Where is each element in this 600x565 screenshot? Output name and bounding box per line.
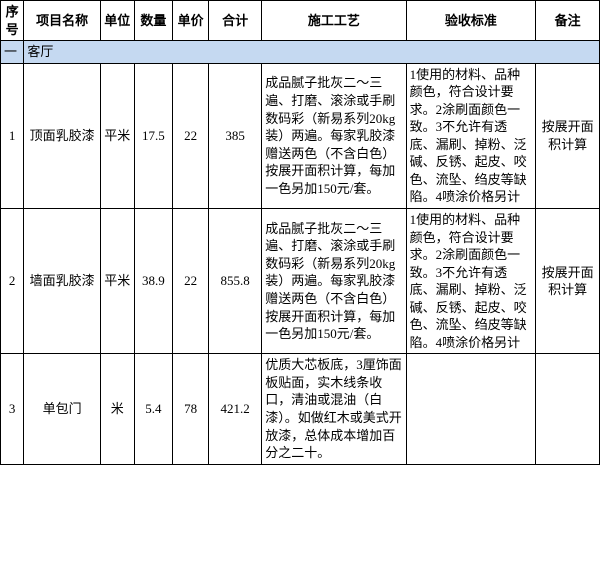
spec-table-container: 序号 项目名称 单位 数量 单价 合计 施工工艺 验收标准 备注 一 客厅 1 …: [0, 0, 600, 565]
cell-std: 1使用的材料、品种颜色，符合设计要求。2涂刷面颜色一致。3不允许有透底、漏刷、掉…: [406, 209, 536, 354]
cell-note: 按展开面积计算: [536, 63, 600, 208]
cell-proc: 成品腻子批灰二～三遍、打磨、滚涂或手刷数码彩（新易系列20kg装）两遍。每家乳胶…: [262, 63, 406, 208]
section-seq: 一: [1, 41, 24, 64]
cell-qty: 17.5: [134, 63, 172, 208]
cell-note: [536, 354, 600, 464]
cell-unit: 平米: [100, 209, 134, 354]
cell-seq: 1: [1, 63, 24, 208]
cell-proc: 优质大芯板底，3厘饰面板贴面，实木线条收口，清油或混油（白漆）。如做红木或美式开…: [262, 354, 406, 464]
table-row: 2 墙面乳胶漆 平米 38.9 22 855.8 成品腻子批灰二～三遍、打磨、滚…: [1, 209, 600, 354]
cell-seq: 2: [1, 209, 24, 354]
cell-item: 墙面乳胶漆: [24, 209, 100, 354]
spec-table: 序号 项目名称 单位 数量 单价 合计 施工工艺 验收标准 备注 一 客厅 1 …: [0, 0, 600, 465]
col-note: 备注: [536, 1, 600, 41]
col-price: 单价: [173, 1, 209, 41]
col-item: 项目名称: [24, 1, 100, 41]
col-qty: 数量: [134, 1, 172, 41]
col-seq: 序号: [1, 1, 24, 41]
section-name: 客厅: [24, 41, 600, 64]
table-row: 3 单包门 米 5.4 78 421.2 优质大芯板底，3厘饰面板贴面，实木线条…: [1, 354, 600, 464]
col-std: 验收标准: [406, 1, 536, 41]
table-row: 1 顶面乳胶漆 平米 17.5 22 385 成品腻子批灰二～三遍、打磨、滚涂或…: [1, 63, 600, 208]
cell-note: 按展开面积计算: [536, 209, 600, 354]
cell-std: 1使用的材料、品种颜色，符合设计要求。2涂刷面颜色一致。3不允许有透底、漏刷、掉…: [406, 63, 536, 208]
col-total: 合计: [209, 1, 262, 41]
table-body: 一 客厅 1 顶面乳胶漆 平米 17.5 22 385 成品腻子批灰二～三遍、打…: [1, 41, 600, 465]
cell-qty: 38.9: [134, 209, 172, 354]
cell-seq: 3: [1, 354, 24, 464]
cell-unit: 平米: [100, 63, 134, 208]
cell-total: 385: [209, 63, 262, 208]
cell-price: 22: [173, 209, 209, 354]
section-row: 一 客厅: [1, 41, 600, 64]
cell-price: 78: [173, 354, 209, 464]
cell-item: 单包门: [24, 354, 100, 464]
col-unit: 单位: [100, 1, 134, 41]
cell-proc: 成品腻子批灰二～三遍、打磨、滚涂或手刷数码彩（新易系列20kg装）两遍。每家乳胶…: [262, 209, 406, 354]
cell-price: 22: [173, 63, 209, 208]
col-proc: 施工工艺: [262, 1, 406, 41]
cell-unit: 米: [100, 354, 134, 464]
cell-total: 421.2: [209, 354, 262, 464]
header-row: 序号 项目名称 单位 数量 单价 合计 施工工艺 验收标准 备注: [1, 1, 600, 41]
cell-total: 855.8: [209, 209, 262, 354]
cell-item: 顶面乳胶漆: [24, 63, 100, 208]
cell-qty: 5.4: [134, 354, 172, 464]
cell-std: [406, 354, 536, 464]
